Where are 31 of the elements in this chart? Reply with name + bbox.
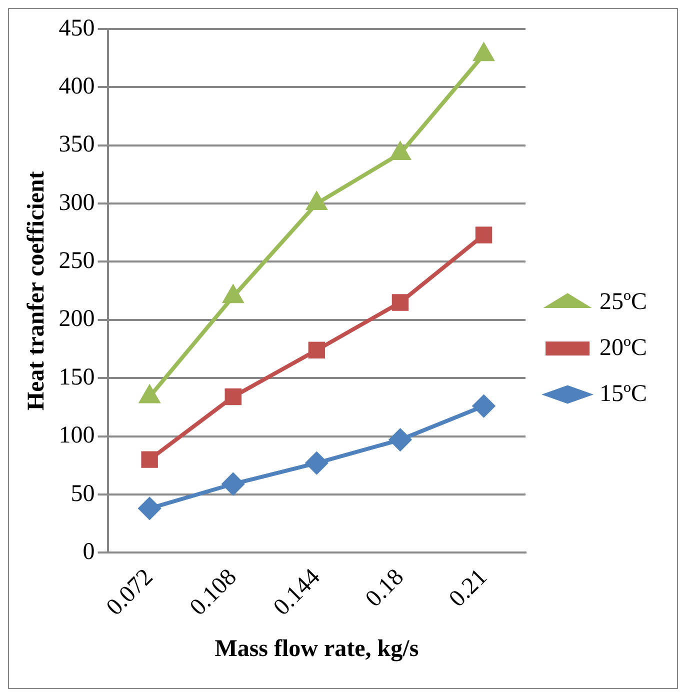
- point: [223, 286, 243, 304]
- point: [392, 294, 409, 311]
- x-tick-label: 0.18: [360, 564, 409, 612]
- point: [222, 472, 244, 495]
- point: [389, 428, 412, 451]
- point: [472, 395, 495, 418]
- point: [390, 142, 410, 160]
- y-tick-label: 350: [58, 132, 95, 158]
- point: [306, 192, 326, 210]
- y-tick-label: 0: [82, 538, 95, 565]
- legend-label: 20ºC: [600, 334, 648, 361]
- y-tick-label: 300: [58, 190, 95, 216]
- point: [475, 226, 492, 244]
- point: [224, 388, 242, 406]
- y-tick-label: 200: [58, 306, 95, 332]
- y-tick-label: 150: [58, 364, 95, 390]
- point: [474, 44, 494, 62]
- point: [306, 452, 328, 474]
- point: [141, 451, 158, 468]
- legend-label: 15ºC: [600, 380, 648, 407]
- x-tick-label: 0.21: [444, 564, 492, 612]
- point: [138, 497, 161, 520]
- legend-label: 25ºC: [600, 288, 648, 315]
- y-tick-label: 450: [58, 15, 95, 42]
- y-tick-label: 100: [58, 422, 95, 449]
- point: [308, 342, 326, 359]
- y-tick-label: 50: [70, 480, 95, 507]
- y-tick-label: 400: [58, 73, 95, 100]
- y-axis-title: Heat tranfer coefficient: [24, 171, 50, 411]
- x-axis-title: Mass flow rate, kg/s: [214, 636, 419, 662]
- y-tick-label: 250: [58, 248, 95, 274]
